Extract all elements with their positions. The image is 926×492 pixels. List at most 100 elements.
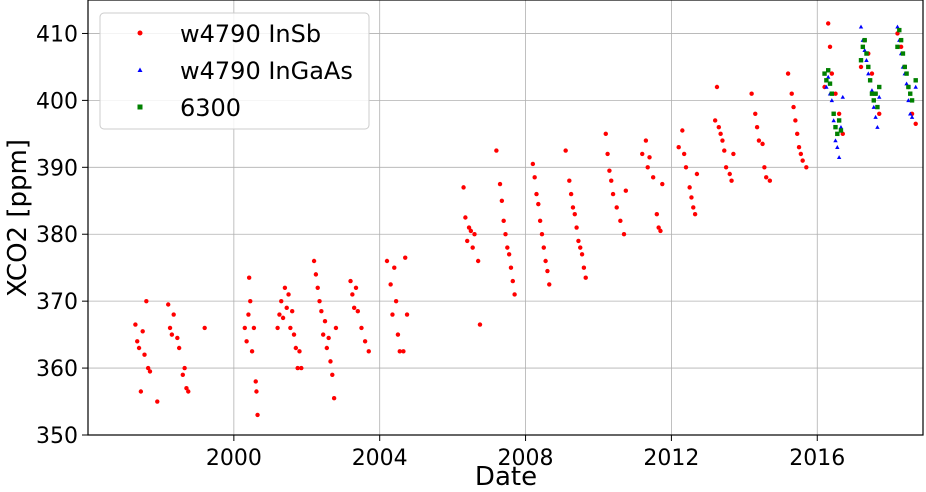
data-point	[833, 91, 838, 96]
data-point	[798, 151, 804, 157]
data-point	[468, 228, 474, 234]
data-point	[862, 37, 867, 43]
data-point	[756, 138, 762, 143]
data-point	[840, 94, 845, 99]
data-point	[716, 124, 722, 130]
data-point	[753, 111, 758, 116]
data-point	[293, 345, 299, 351]
series-0	[133, 21, 918, 418]
data-point	[362, 339, 368, 344]
data-point	[909, 114, 915, 119]
data-point	[858, 64, 864, 70]
data-point	[727, 171, 732, 177]
data-point	[576, 238, 581, 244]
data-point	[545, 268, 550, 274]
data-point	[326, 335, 331, 341]
legend-label: w4790 InGaAs	[180, 57, 353, 85]
data-point	[311, 258, 317, 264]
data-point	[749, 91, 754, 96]
data-point	[656, 225, 661, 230]
data-point	[835, 131, 840, 137]
data-point	[167, 325, 173, 331]
data-point	[833, 124, 838, 130]
data-point	[913, 121, 918, 127]
data-point	[605, 151, 610, 157]
data-point	[397, 349, 402, 354]
data-point	[640, 151, 645, 157]
data-point	[465, 238, 470, 244]
y-axis-label: XCO2 [ppm]	[3, 139, 33, 297]
data-point	[324, 345, 330, 351]
data-point	[202, 325, 207, 331]
data-point	[512, 292, 517, 297]
legend-marker	[137, 67, 143, 72]
data-point	[494, 148, 499, 153]
data-point	[609, 178, 614, 183]
data-point	[691, 205, 696, 210]
data-point	[900, 51, 906, 56]
y-tick-label: 370	[36, 290, 78, 315]
data-point	[472, 232, 477, 237]
data-point	[858, 58, 864, 63]
data-point	[650, 175, 656, 180]
data-point	[680, 128, 685, 133]
data-point	[583, 275, 588, 280]
data-point	[718, 131, 723, 137]
data-point	[836, 155, 842, 160]
data-point	[534, 191, 539, 197]
data-point	[313, 272, 319, 277]
data-point	[133, 322, 138, 327]
legend-marker	[137, 104, 143, 110]
y-tick-label: 410	[36, 22, 78, 47]
data-point	[895, 44, 900, 50]
data-point	[838, 124, 844, 129]
data-point	[461, 185, 466, 190]
data-point	[831, 118, 836, 123]
data-point	[869, 71, 875, 76]
data-point	[392, 265, 397, 270]
data-point	[877, 94, 882, 99]
data-point	[796, 145, 802, 150]
data-point	[581, 265, 587, 270]
data-point	[291, 332, 297, 337]
data-point	[145, 365, 151, 371]
y-tick-label: 360	[36, 357, 78, 382]
data-point	[541, 245, 546, 250]
data-point	[835, 145, 840, 149]
data-point	[829, 71, 835, 76]
data-point	[246, 312, 251, 317]
data-point	[731, 151, 736, 157]
data-point	[563, 148, 568, 153]
data-point	[618, 218, 623, 224]
data-point	[681, 151, 687, 157]
y-tick-label: 390	[36, 156, 78, 181]
data-point	[643, 138, 649, 143]
data-point	[789, 91, 794, 96]
data-point	[866, 71, 871, 76]
data-point	[714, 84, 720, 90]
data-point	[497, 181, 503, 187]
data-point	[760, 141, 765, 147]
legend-label: 6300	[180, 94, 241, 122]
data-point	[902, 64, 907, 70]
data-point	[348, 278, 353, 284]
data-point	[614, 205, 619, 210]
data-point	[913, 84, 918, 89]
data-point	[829, 98, 835, 103]
data-point	[621, 232, 627, 237]
data-point	[539, 232, 545, 237]
data-point	[184, 385, 189, 391]
data-point	[908, 91, 913, 96]
data-point	[288, 325, 293, 331]
data-point	[904, 71, 909, 76]
data-point	[475, 258, 481, 264]
data-point	[827, 44, 833, 50]
data-point	[645, 165, 650, 170]
legend-marker	[137, 30, 143, 36]
data-point	[877, 111, 882, 116]
data-point	[536, 201, 541, 207]
data-point	[729, 178, 734, 183]
data-point	[175, 335, 180, 341]
data-point	[180, 372, 186, 377]
data-point	[822, 71, 827, 76]
